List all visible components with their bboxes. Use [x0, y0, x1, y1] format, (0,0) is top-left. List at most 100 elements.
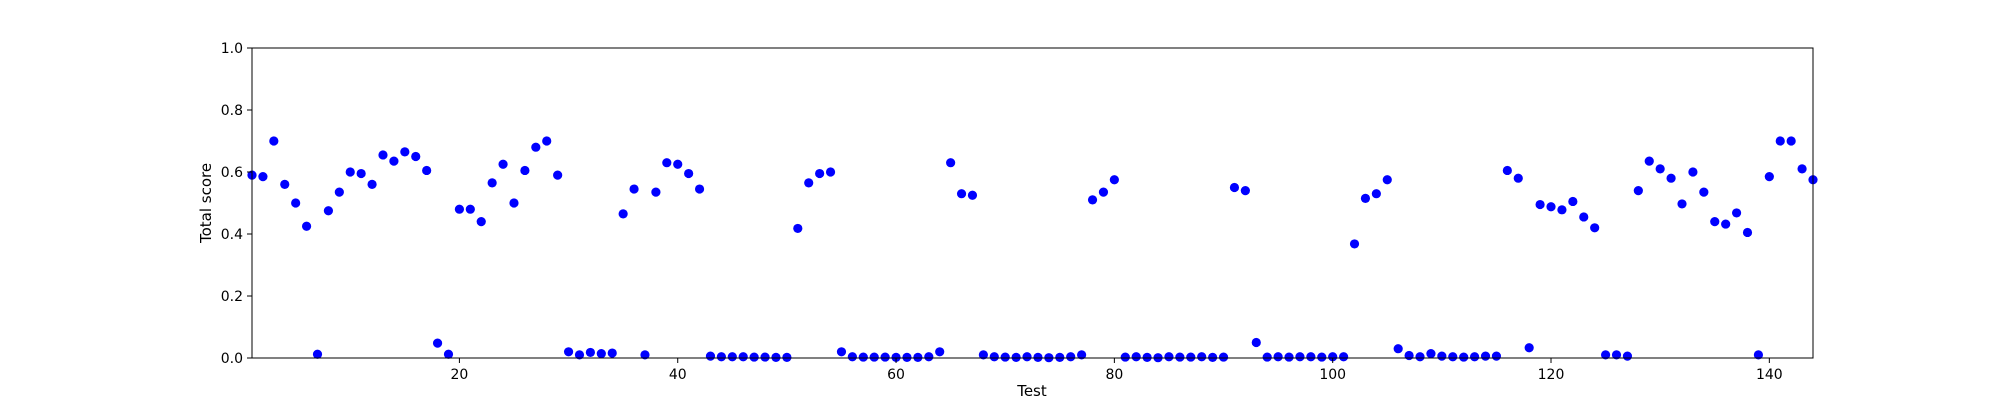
- data-point-65: [946, 158, 956, 168]
- data-point-68: [978, 350, 988, 360]
- data-point-46: [738, 352, 748, 362]
- data-point-72: [1022, 352, 1032, 362]
- data-point-4: [280, 179, 290, 189]
- data-point-10: [345, 167, 355, 177]
- data-point-23: [487, 178, 497, 188]
- data-point-51: [793, 223, 803, 234]
- data-point-15: [400, 147, 410, 157]
- data-point-39: [662, 158, 672, 168]
- data-point-3: [269, 136, 279, 146]
- data-point-22: [476, 217, 486, 227]
- data-point-52: [804, 178, 814, 188]
- data-point-80: [1109, 175, 1119, 185]
- data-point-81: [1120, 352, 1130, 362]
- data-point-49: [771, 352, 781, 362]
- data-point-12: [367, 179, 377, 189]
- data-point-136: [1721, 219, 1731, 229]
- data-point-79: [1098, 187, 1109, 197]
- x-axis-ticks: 20 40 60 80 100 120 140: [450, 358, 1783, 383]
- data-point-130: [1655, 164, 1665, 174]
- data-point-2: [258, 172, 268, 182]
- data-point-82: [1131, 352, 1141, 362]
- data-point-40: [673, 159, 683, 169]
- data-point-66: [956, 189, 967, 199]
- data-point-87: [1186, 352, 1196, 362]
- data-point-67: [967, 190, 978, 200]
- data-point-69: [989, 352, 999, 362]
- data-point-125: [1600, 350, 1611, 360]
- data-point-78: [1087, 195, 1098, 205]
- data-point-73: [1033, 352, 1043, 362]
- data-point-112: [1459, 352, 1469, 362]
- data-point-96: [1284, 352, 1294, 362]
- data-point-128: [1633, 186, 1643, 196]
- x-tick-label: 20: [450, 367, 468, 383]
- data-point-48: [760, 352, 770, 362]
- data-point-14: [389, 156, 399, 166]
- data-point-56: [847, 352, 857, 362]
- x-tick-label: 140: [1756, 367, 1783, 383]
- data-point-138: [1742, 227, 1753, 238]
- data-point-24: [498, 159, 508, 169]
- data-point-98: [1306, 352, 1316, 362]
- x-tick-label: 40: [669, 367, 687, 383]
- data-point-59: [880, 352, 890, 362]
- data-point-123: [1579, 212, 1589, 222]
- data-point-8: [323, 206, 334, 216]
- data-point-121: [1557, 205, 1567, 215]
- data-point-134: [1699, 187, 1709, 197]
- data-point-99: [1317, 352, 1327, 362]
- data-point-44: [716, 352, 726, 362]
- data-point-107: [1404, 350, 1414, 361]
- y-tick-label: 0.4: [221, 227, 243, 243]
- data-points: [247, 136, 1818, 363]
- data-point-47: [749, 352, 759, 362]
- data-point-139: [1753, 350, 1764, 360]
- data-point-86: [1175, 352, 1185, 362]
- data-point-28: [542, 136, 552, 146]
- data-point-141: [1775, 136, 1785, 146]
- data-point-41: [684, 168, 694, 179]
- data-point-122: [1568, 196, 1578, 207]
- data-point-116: [1502, 165, 1512, 176]
- data-point-101: [1339, 352, 1349, 362]
- data-point-137: [1731, 208, 1742, 218]
- data-point-114: [1480, 351, 1491, 361]
- data-point-36: [629, 184, 639, 194]
- data-point-76: [1066, 352, 1076, 362]
- data-point-18: [432, 338, 443, 348]
- data-point-113: [1470, 352, 1480, 362]
- data-point-129: [1644, 156, 1654, 166]
- data-point-93: [1251, 337, 1261, 348]
- x-axis-label: Test: [1016, 382, 1047, 400]
- y-axis-ticks: 0.0 0.2 0.4 0.6 0.8 1.0: [221, 41, 252, 367]
- data-point-7: [312, 349, 323, 359]
- data-point-37: [640, 350, 650, 360]
- data-point-70: [1000, 352, 1010, 362]
- data-point-64: [935, 347, 945, 357]
- plot-frame: [251, 47, 1814, 359]
- data-point-108: [1415, 352, 1425, 362]
- data-point-21: [465, 204, 475, 214]
- y-tick-label: 0.6: [221, 165, 243, 181]
- data-point-126: [1611, 350, 1622, 360]
- data-point-43: [705, 351, 716, 361]
- data-point-109: [1426, 349, 1436, 359]
- y-tick-label: 0.8: [221, 103, 243, 119]
- data-point-102: [1349, 239, 1360, 249]
- data-point-124: [1590, 223, 1600, 233]
- data-point-58: [869, 352, 879, 362]
- data-point-117: [1513, 173, 1523, 183]
- y-tick-label: 0.2: [221, 289, 243, 305]
- data-point-94: [1262, 352, 1272, 362]
- data-point-13: [378, 150, 388, 160]
- data-point-89: [1208, 352, 1218, 362]
- data-point-100: [1328, 352, 1338, 362]
- data-point-20: [454, 204, 465, 214]
- data-point-55: [836, 347, 847, 357]
- data-point-135: [1710, 217, 1720, 227]
- data-point-71: [1011, 352, 1021, 362]
- data-point-83: [1142, 352, 1152, 362]
- data-point-62: [913, 352, 923, 362]
